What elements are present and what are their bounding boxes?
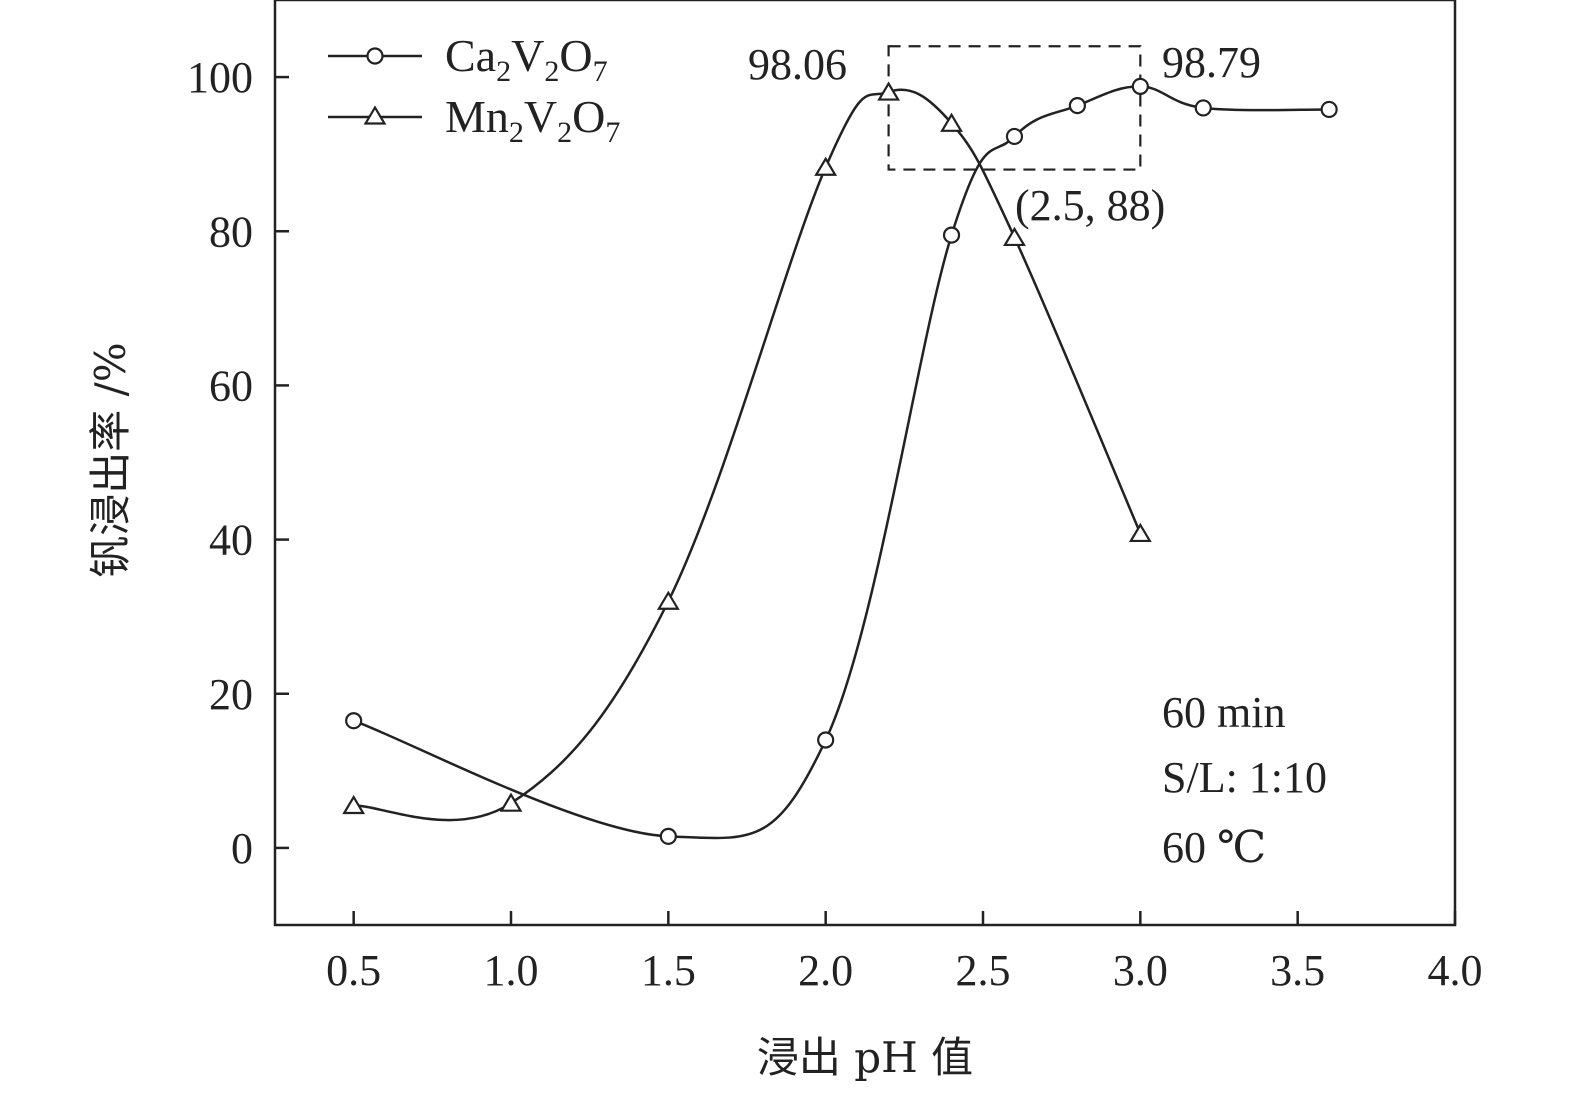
annotation-peak-ca: 98.79 [1162,38,1261,87]
legend-label-ca2v2o7: Ca2V2O7 [445,30,608,88]
data-point-mn2v2o7 [1003,226,1026,247]
data-point-ca2v2o7 [345,712,363,730]
x-tick-label: 1.5 [641,946,696,995]
legend: Ca2V2O7 Mn2V2O7 [328,30,620,149]
legend-marker-ca [366,47,384,65]
data-point-ca2v2o7 [1068,97,1087,115]
x-axis-label: 浸出 pH 值 [757,1033,973,1082]
annotation-peak-mn: 98.06 [748,40,847,89]
data-point-mn2v2o7 [499,792,523,812]
annotation-intersection: (2.5, 88) [1015,181,1165,230]
x-tick-label: 0.5 [326,946,381,995]
x-tick-label: 3.0 [1113,946,1168,995]
y-tick-label: 80 [209,207,253,256]
y-axis-label: 钒浸出率 /% [86,342,135,577]
legend-label-mn2v2o7: Mn2V2O7 [445,91,620,149]
condition-solid-liquid: S/L: 1:10 [1162,753,1327,802]
condition-time: 60 min [1162,688,1285,737]
data-point-ca2v2o7 [659,827,677,845]
legend-marker-mn [363,105,387,125]
data-point-mn2v2o7 [656,590,680,610]
data-point-ca2v2o7 [1320,100,1338,119]
plot-frame [273,0,1457,927]
data-point-mn2v2o7 [877,81,901,101]
x-tick-label: 1.0 [484,946,539,995]
data-point-mn2v2o7 [940,112,963,132]
y-tick-label: 0 [231,824,253,873]
data-point-mn2v2o7 [1128,522,1152,543]
y-tick-label: 20 [209,670,253,719]
x-tick-label: 2.0 [798,946,853,995]
x-tick-label: 3.5 [1270,946,1325,995]
y-tick-label: 60 [209,361,253,410]
data-point-ca2v2o7 [1131,77,1149,96]
y-tick-label: 100 [187,53,253,102]
data-point-mn2v2o7 [342,794,366,815]
y-tick-label: 40 [209,516,253,565]
data-point-ca2v2o7 [1005,127,1024,146]
x-tick-label: 2.5 [956,946,1011,995]
condition-temperature: 60 ℃ [1162,823,1266,872]
y-axis: 0 20 40 60 80 100 [187,53,289,873]
series-layer [342,77,1338,845]
data-point-ca2v2o7 [817,731,835,749]
x-axis: 0.5 1.0 1.5 2.0 2.5 3.0 3.5 4.0 [326,911,1483,995]
x-tick-label: 4.0 [1428,946,1483,995]
data-point-mn2v2o7 [814,156,838,176]
data-point-ca2v2o7 [1194,99,1212,117]
data-point-ca2v2o7 [942,226,961,244]
annotation-dashed-box [887,45,1142,171]
